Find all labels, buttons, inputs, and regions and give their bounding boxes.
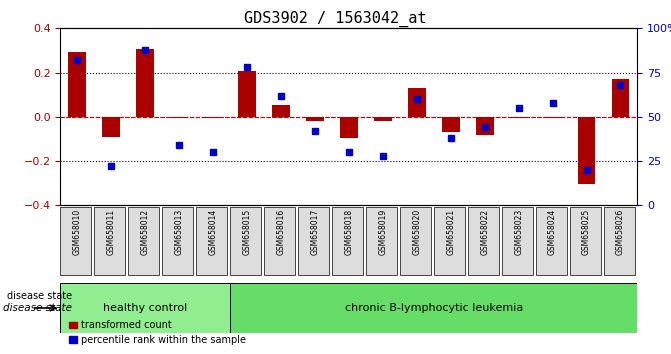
Bar (170, 117, 188, 118)
Text: GSM658012: GSM658012 (141, 209, 150, 255)
Bar (476, 117, 494, 135)
Text: GSM658022: GSM658022 (480, 209, 489, 255)
Text: GSM658011: GSM658011 (107, 209, 116, 255)
Text: GSM658013: GSM658013 (174, 209, 184, 255)
Text: GSM658010: GSM658010 (73, 209, 82, 255)
Text: GDS3902 / 1563042_at: GDS3902 / 1563042_at (244, 11, 427, 27)
FancyBboxPatch shape (196, 207, 227, 275)
Text: GSM658015: GSM658015 (243, 209, 252, 255)
Text: GSM658023: GSM658023 (514, 209, 523, 255)
Text: GSM658019: GSM658019 (378, 209, 387, 255)
FancyBboxPatch shape (366, 207, 397, 275)
Bar (68, 52, 87, 117)
FancyBboxPatch shape (468, 207, 499, 275)
FancyBboxPatch shape (162, 207, 193, 275)
Text: GSM658026: GSM658026 (616, 209, 625, 255)
Text: GSM658014: GSM658014 (209, 209, 217, 255)
Text: GSM658018: GSM658018 (344, 209, 354, 255)
Bar (272, 105, 290, 117)
FancyBboxPatch shape (535, 207, 567, 275)
Text: GSM658016: GSM658016 (276, 209, 286, 255)
Text: disease state: disease state (7, 291, 72, 301)
FancyBboxPatch shape (570, 207, 601, 275)
Bar (103, 117, 120, 137)
FancyBboxPatch shape (95, 207, 125, 275)
FancyBboxPatch shape (230, 207, 261, 275)
Bar (408, 88, 425, 117)
FancyBboxPatch shape (502, 207, 533, 275)
FancyBboxPatch shape (128, 207, 159, 275)
Legend: transformed count, percentile rank within the sample: transformed count, percentile rank withi… (65, 316, 250, 349)
FancyBboxPatch shape (332, 207, 363, 275)
FancyBboxPatch shape (400, 207, 431, 275)
Text: healthy control: healthy control (103, 303, 187, 313)
FancyBboxPatch shape (603, 207, 635, 275)
FancyBboxPatch shape (60, 283, 230, 333)
Bar (136, 49, 154, 117)
Text: GSM658017: GSM658017 (311, 209, 319, 255)
Bar (578, 117, 595, 184)
Text: disease state: disease state (3, 303, 72, 313)
Bar (340, 117, 358, 138)
Bar (238, 72, 256, 117)
FancyBboxPatch shape (264, 207, 295, 275)
Text: chronic B-lymphocytic leukemia: chronic B-lymphocytic leukemia (345, 303, 523, 313)
FancyBboxPatch shape (230, 283, 637, 333)
Bar (204, 117, 222, 118)
Text: GSM658025: GSM658025 (582, 209, 591, 255)
FancyBboxPatch shape (298, 207, 329, 275)
Text: GSM658024: GSM658024 (548, 209, 557, 255)
Bar (544, 117, 562, 118)
Bar (510, 117, 527, 118)
Bar (611, 79, 629, 117)
FancyBboxPatch shape (60, 207, 91, 275)
Text: GSM658020: GSM658020 (412, 209, 421, 255)
Bar (374, 117, 392, 121)
Bar (442, 117, 460, 132)
Text: GSM658021: GSM658021 (446, 209, 455, 255)
Bar (306, 117, 324, 121)
FancyBboxPatch shape (433, 207, 465, 275)
